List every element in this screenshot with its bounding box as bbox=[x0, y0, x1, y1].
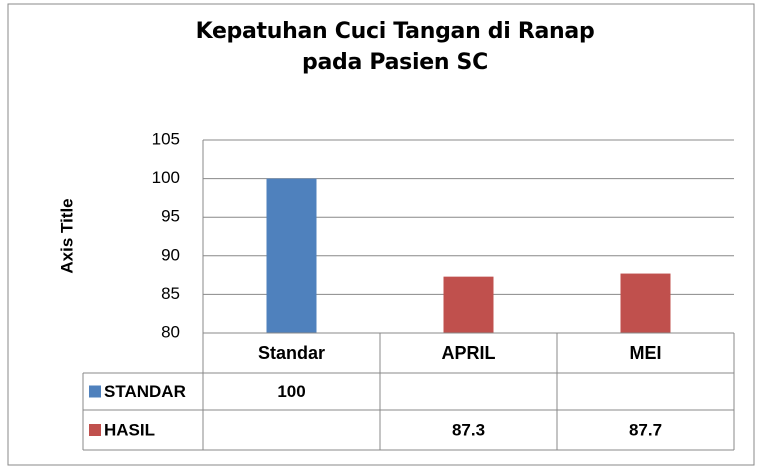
legend-label: STANDAR bbox=[104, 382, 186, 401]
bar bbox=[443, 276, 494, 333]
y-axis-title: Axis Title bbox=[57, 198, 76, 273]
x-tick-label: Standar bbox=[258, 343, 325, 363]
chart-title: Kepatuhan Cuci Tangan di Ranap pada Pasi… bbox=[195, 19, 595, 75]
x-tick-label: APRIL bbox=[442, 343, 496, 363]
legend-key bbox=[89, 385, 101, 398]
bar bbox=[266, 178, 317, 333]
y-tick-label: 80 bbox=[161, 322, 180, 341]
x-tick-label: MEI bbox=[629, 343, 661, 363]
y-tick-label: 85 bbox=[161, 284, 180, 303]
y-tick-label: 100 bbox=[152, 168, 180, 187]
table-value: 100 bbox=[277, 382, 305, 401]
y-tick-label: 95 bbox=[161, 207, 180, 226]
table-value: 87.3 bbox=[452, 420, 485, 439]
table-value: 87.7 bbox=[629, 420, 662, 439]
bar bbox=[620, 273, 671, 333]
legend-label: HASIL bbox=[104, 420, 155, 439]
y-tick-label: 90 bbox=[161, 245, 180, 264]
chart-border bbox=[7, 3, 755, 466]
y-tick-label: 105 bbox=[152, 129, 180, 148]
legend-key bbox=[89, 424, 101, 436]
